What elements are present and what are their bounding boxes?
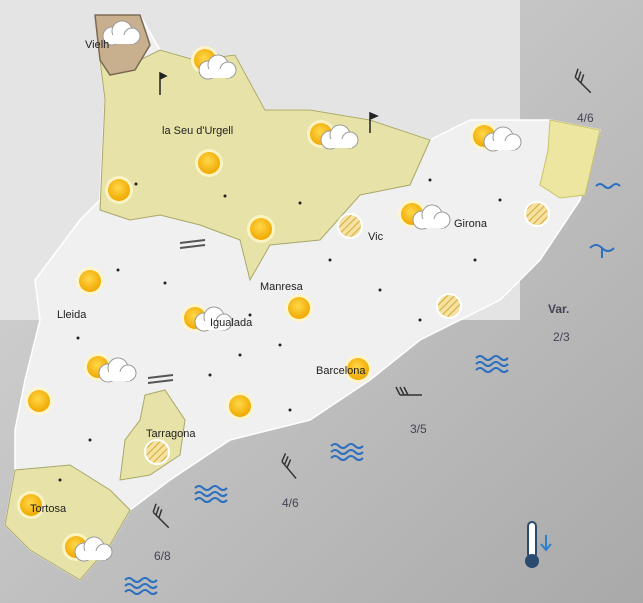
waves-icon [595,183,621,189]
cloud-part [206,69,230,78]
town-dot [418,318,422,322]
sun-icon [288,297,310,319]
waves-icon [589,244,615,258]
cloud-part [202,321,226,330]
cloud-part [82,551,106,560]
cloud-part [106,372,130,381]
sun-icon [79,270,101,292]
thermometer-tube [527,521,537,559]
wave-line [475,367,509,373]
wind-icon [159,71,379,133]
cloud-part [110,35,134,44]
sea-label: 6/8 [154,549,171,563]
town-dot [58,478,62,482]
sun-icon [229,395,251,417]
wind-icon [574,68,592,94]
wave-line [194,497,228,503]
cloud-part [328,139,352,148]
sea-label: 3/5 [410,422,427,436]
showers-icon [337,213,363,239]
cloud-part [420,219,444,228]
waves-icon [330,443,364,461]
cloud-icon [198,54,237,80]
town-dot [116,268,120,272]
sun-icon [250,218,272,240]
town-dot [328,258,332,262]
town-dot [223,194,227,198]
showers-icon [436,293,462,319]
showers-icon [144,439,170,465]
sea-label: 2/3 [553,330,570,344]
wave-line [330,443,364,449]
town-dot [498,198,502,202]
town-dot [278,343,282,347]
waves-icon [475,355,509,373]
wind-icon [281,453,297,479]
thermometer-bulb [525,554,539,568]
waves-icon [124,577,158,595]
wind-icon [395,386,422,396]
town-dot [88,438,92,442]
sea-label: 4/6 [577,111,594,125]
emporda-coast [539,119,601,199]
thermometer-arrow [540,535,552,552]
town-dot [378,288,382,292]
wave-line [475,355,509,361]
city-label: Manresa [260,281,304,293]
cloud-icon [412,204,451,230]
waves-icon [194,485,228,503]
weather-icons [17,20,621,595]
sun-icon [108,179,130,201]
city-label: Barcelona [316,365,366,377]
city-label: Girona [454,218,488,230]
wave-line [330,455,364,461]
town-dot [288,408,292,412]
cloud-icon [320,124,359,150]
cloud-icon [74,536,113,562]
cloud-icon [102,20,141,46]
cloud-icon [483,126,522,152]
thermometer-icon [525,521,552,568]
town-dot [76,336,80,340]
fog-icon [147,239,206,384]
city-label: Igualada [210,317,253,329]
sea-label: 4/6 [282,496,299,510]
city-label: la Seu d'Urgell [162,125,233,137]
cloud-part [491,141,515,150]
wave-line [194,485,228,491]
cloud-icon [98,357,137,383]
town-dot [134,182,138,186]
wave-line [330,449,364,455]
wave-line [124,583,158,589]
showers-icon [524,201,550,227]
wave-line [124,577,158,583]
labels: Vielh la Seu d'Urgell Lleida Manresa Igualad… [30,39,594,563]
cloud-icon [194,306,233,332]
town-dot [298,201,302,205]
town-dot [428,178,432,182]
town-dot [208,373,212,377]
city-label: Vic [368,231,384,243]
wave-line [124,589,158,595]
sun-icon [198,152,220,174]
sea-label: Var. [548,302,569,316]
sun-icon [20,494,42,516]
city-label: Tortosa [30,503,67,515]
sun-icon [28,390,50,412]
city-label: Lleida [57,309,87,321]
wave-line [475,361,509,367]
town-dot [163,281,167,285]
wind-icon [152,503,170,529]
town-dot [248,313,252,317]
sun-icon [347,358,369,380]
town-dot [473,258,477,262]
wave-line [194,491,228,497]
town-dot [238,353,242,357]
city-label: Vielh [85,39,109,51]
city-label: Tarragona [146,428,196,440]
